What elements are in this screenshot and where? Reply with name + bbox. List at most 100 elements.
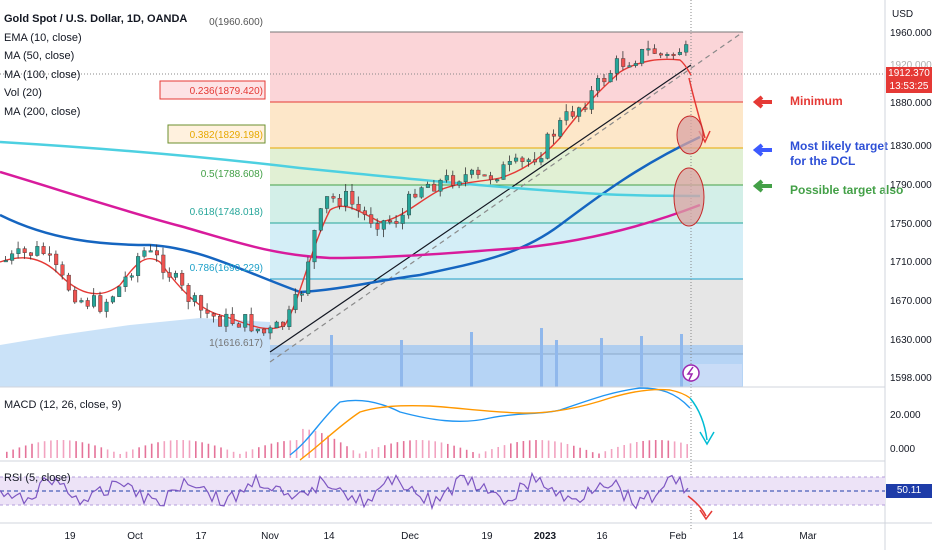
macd-histogram-bar (636, 442, 638, 458)
rsi-pane[interactable] (0, 471, 885, 521)
candle-body (375, 223, 380, 230)
macd-histogram-bar (50, 440, 52, 458)
macd-histogram-bar (150, 443, 153, 458)
candle-body (142, 250, 147, 257)
macd-histogram-bar (346, 446, 348, 458)
macd-histogram-bar (503, 445, 506, 458)
legend-ma200[interactable]: MA (200, close) (4, 105, 81, 118)
candle-body (684, 44, 689, 53)
macd-histogram-bar (371, 449, 373, 458)
candle-body (539, 158, 544, 163)
macd-histogram-bar (642, 440, 644, 458)
candle-body (199, 295, 204, 311)
current-price: 1912.370 (888, 68, 930, 79)
candle-body (457, 181, 462, 186)
rsi-label[interactable]: RSI (5, close) (4, 472, 71, 484)
candle-body (520, 157, 525, 162)
macd-label[interactable]: MACD (12, 26, close, 9) (4, 399, 122, 411)
macd-histogram-bar (465, 449, 468, 458)
candle-body (60, 264, 65, 276)
macd-histogram-bar (428, 440, 430, 458)
price-axis[interactable]: USD 1960.000 1920.000 1880.000 1830.000 … (890, 9, 932, 455)
candle-body (652, 48, 657, 54)
macd-histogram-bar (459, 447, 462, 458)
legend-ema10[interactable]: EMA (10, close) (4, 31, 82, 44)
candle-body (400, 214, 405, 224)
candle-body (230, 313, 235, 324)
price-tick: 1790.000 (890, 180, 932, 191)
price-tick: 1750.000 (890, 219, 932, 230)
macd-histogram-bar (113, 451, 115, 458)
candle-body (293, 294, 298, 310)
candle-body (463, 174, 468, 182)
fib-labels: 0(1960.600) 0.236(1879.420) 0.382(1829.1… (159, 17, 266, 349)
trend-line-dashed[interactable] (269, 31, 744, 363)
candle-body (54, 253, 59, 265)
projections[interactable] (673, 77, 711, 227)
macd-histogram-bar (434, 441, 436, 458)
rsi-value-tag: 50.11 (886, 484, 932, 498)
target-circle-upper (676, 115, 704, 155)
macd-histogram-bar (195, 441, 197, 458)
trend-line[interactable] (269, 64, 692, 353)
fib-label-0786: 0.786(1690.229) (190, 263, 263, 274)
macd-histogram-bar (585, 449, 588, 458)
candle-body (514, 157, 519, 162)
fib-zone-0618-0786 (270, 223, 743, 279)
macd-histogram-bar (264, 445, 266, 458)
candle-body (419, 187, 424, 198)
event-marker[interactable] (682, 364, 700, 382)
candle-body (205, 309, 210, 314)
macd-histogram-bar (415, 440, 418, 458)
macd-histogram-bar (566, 444, 569, 458)
candle-body (236, 323, 241, 328)
candle-body (425, 183, 430, 188)
macd-histogram-bar (573, 445, 575, 458)
time-axis[interactable]: 19 Oct 17 Nov 14 Dec 19 2023 16 Feb 14 M… (64, 531, 817, 542)
macd-histogram-bar (547, 440, 550, 458)
candle-body (129, 275, 134, 278)
macd-histogram-bar (308, 429, 310, 458)
candle-body (217, 316, 222, 327)
candle-body (98, 295, 103, 312)
macd-histogram-bar (560, 442, 562, 458)
macd-histogram-bar (276, 442, 279, 458)
legend-ma100[interactable]: MA (100, close) (4, 68, 81, 81)
candle-body (369, 214, 374, 224)
candle-body (501, 164, 506, 180)
macd-histogram-bar (629, 443, 632, 458)
macd-histogram-bar (207, 443, 210, 458)
candle-body (41, 246, 46, 254)
candle-body (621, 58, 626, 67)
macd-histogram-bar (157, 442, 159, 458)
time-tick: 16 (596, 531, 608, 542)
macd-histogram-bar (654, 440, 657, 458)
macd-histogram-bar (258, 447, 260, 458)
macd-histogram-bar (125, 451, 128, 458)
legend-ma50[interactable]: MA (50, close) (4, 50, 75, 63)
candle-body (274, 321, 279, 329)
macd-pane[interactable] (6, 387, 715, 461)
macd-histogram-bar (384, 445, 386, 458)
macd-histogram-bar (12, 449, 14, 458)
candle-body (608, 72, 613, 83)
candle-body (564, 111, 569, 121)
candle-body (451, 175, 456, 186)
indicator-legend[interactable]: Gold Spot / U.S. Dollar, 1D, OANDA EMA (… (4, 10, 187, 122)
fib-zone-0382-05 (270, 148, 743, 185)
macd-projection (689, 397, 708, 441)
fib-label-0236: 0.236(1879.420) (190, 86, 263, 97)
macd-histogram-bar (283, 441, 285, 458)
candle-body (224, 313, 229, 327)
candle-body (325, 196, 330, 209)
macd-histogram-bar (440, 442, 443, 458)
macd-histogram-bar (333, 438, 336, 458)
macd-histogram-bar (661, 440, 663, 458)
candle-body (558, 120, 563, 137)
macd-histogram (6, 428, 688, 458)
legend-vol[interactable]: Vol (20) (4, 87, 42, 100)
candle-body (186, 285, 191, 302)
macd-histogram-bar (6, 451, 8, 458)
